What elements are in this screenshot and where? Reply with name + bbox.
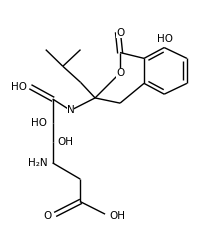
Text: O: O xyxy=(116,28,124,38)
Text: HO: HO xyxy=(31,118,47,128)
Text: OH: OH xyxy=(58,137,74,147)
Text: OH: OH xyxy=(109,211,125,221)
Text: O: O xyxy=(116,68,124,78)
Text: HO: HO xyxy=(157,34,173,44)
Text: HO: HO xyxy=(11,82,27,92)
Text: N: N xyxy=(67,106,74,116)
Text: H₂N: H₂N xyxy=(28,158,47,168)
Text: O: O xyxy=(43,211,51,221)
